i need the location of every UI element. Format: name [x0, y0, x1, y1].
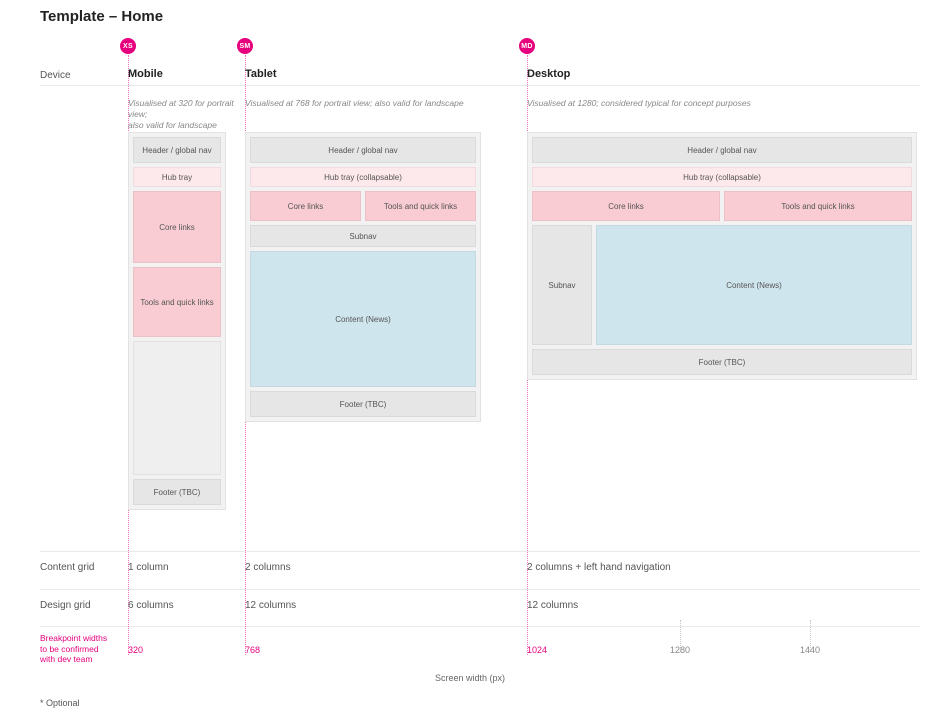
wf-tablet-tools: Tools and quick links [365, 191, 476, 221]
separator [40, 85, 920, 86]
wf-desktop-subnav: Subnav [532, 225, 592, 345]
content-grid-tablet: 2 columns [245, 562, 291, 573]
col-desc-mobile: Visualised at 320 for portrait view; als… [128, 98, 238, 131]
wf-desktop-main-row: Subnav Content (News) [532, 225, 912, 345]
separator [40, 551, 920, 552]
wf-mobile-footer: Footer (TBC) [133, 479, 221, 505]
row-label-breakpoint-note: Breakpoint widths to be confirmed with d… [40, 633, 107, 665]
row-label-device: Device [40, 70, 71, 81]
breakpoint-badge-xs: XS [120, 38, 136, 54]
wf-desktop-tools: Tools and quick links [724, 191, 912, 221]
separator [40, 626, 920, 627]
breakpoint-badge-md: MD [519, 38, 535, 54]
wf-tablet-hubtray: Hub tray (collapsable) [250, 167, 476, 187]
design-grid-tablet: 12 columns [245, 600, 296, 611]
bp-value-1440: 1440 [800, 645, 820, 655]
optional-note: * Optional [40, 698, 80, 708]
wf-tablet-header: Header / global nav [250, 137, 476, 163]
row-label-content-grid: Content grid [40, 562, 94, 573]
wf-mobile-header: Header / global nav [133, 137, 221, 163]
wf-desktop-footer: Footer (TBC) [532, 349, 912, 375]
wireframe-tablet: Header / global nav Hub tray (collapsabl… [245, 132, 481, 422]
wf-desktop-header: Header / global nav [532, 137, 912, 163]
axis-label: Screen width (px) [0, 673, 940, 683]
breakpoint-badge-sm: SM [237, 38, 253, 54]
design-grid-desktop: 12 columns [527, 600, 578, 611]
col-desc-tablet: Visualised at 768 for portrait view; als… [245, 98, 505, 109]
col-heading-tablet: Tablet [245, 68, 277, 80]
wf-mobile-spacer [133, 341, 221, 475]
bp-value-1280: 1280 [670, 645, 690, 655]
wf-desktop-hubtray: Hub tray (collapsable) [532, 167, 912, 187]
content-grid-desktop: 2 columns + left hand navigation [527, 562, 671, 573]
wireframe-desktop: Header / global nav Hub tray (collapsabl… [527, 132, 917, 380]
col-heading-desktop: Desktop [527, 68, 570, 80]
wf-desktop-core: Core links [532, 191, 720, 221]
row-label-design-grid: Design grid [40, 600, 91, 611]
bp-value-1024: 1024 [527, 645, 547, 655]
wf-mobile-core: Core links [133, 191, 221, 263]
bp-value-320: 320 [128, 645, 143, 655]
col-heading-mobile: Mobile [128, 68, 163, 80]
bp-value-768: 768 [245, 645, 260, 655]
wf-desktop-links-row: Core links Tools and quick links [532, 191, 912, 221]
wf-tablet-core: Core links [250, 191, 361, 221]
wireframe-mobile: Header / global nav Hub tray Core links … [128, 132, 226, 510]
content-grid-mobile: 1 column [128, 562, 169, 573]
wf-mobile-tools: Tools and quick links [133, 267, 221, 337]
wf-desktop-content: Content (News) [596, 225, 912, 345]
wf-tablet-footer: Footer (TBC) [250, 391, 476, 417]
wf-tablet-links-row: Core links Tools and quick links [250, 191, 476, 221]
page-title: Template – Home [40, 8, 163, 25]
separator [40, 589, 920, 590]
col-desc-desktop: Visualised at 1280; considered typical f… [527, 98, 907, 109]
wf-mobile-hubtray: Hub tray [133, 167, 221, 187]
wf-tablet-subnav: Subnav [250, 225, 476, 247]
wf-tablet-content: Content (News) [250, 251, 476, 387]
design-grid-mobile: 6 columns [128, 600, 174, 611]
